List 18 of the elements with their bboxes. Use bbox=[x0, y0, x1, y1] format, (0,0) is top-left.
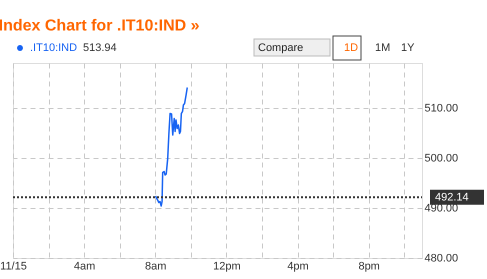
y-tick-label: 510.00 bbox=[424, 102, 458, 114]
text: 1M bbox=[375, 42, 390, 54]
text: 1Y bbox=[401, 42, 416, 54]
y-tick-label: 500.00 bbox=[424, 152, 458, 164]
legend-label: .IT10:IND bbox=[30, 42, 78, 54]
chart-title: Index Chart for .IT10:IND » bbox=[0, 18, 200, 34]
text: 1D bbox=[344, 42, 358, 54]
x-tick-label: 8am bbox=[145, 260, 166, 272]
x-tick-label: 4pm bbox=[287, 260, 309, 272]
text: Compare bbox=[258, 42, 304, 54]
x-tick-label: 4am bbox=[74, 260, 96, 272]
x-tick-label: 12pm bbox=[213, 260, 241, 272]
x-tick-label: 8pm bbox=[358, 260, 380, 272]
line-series bbox=[154, 86, 188, 207]
ref-line-label: 492.14 bbox=[435, 191, 469, 204]
y-tick-label: 480.00 bbox=[424, 252, 458, 264]
text: 513.94 bbox=[83, 42, 117, 54]
x-tick-label: 11/15 bbox=[0, 260, 27, 272]
